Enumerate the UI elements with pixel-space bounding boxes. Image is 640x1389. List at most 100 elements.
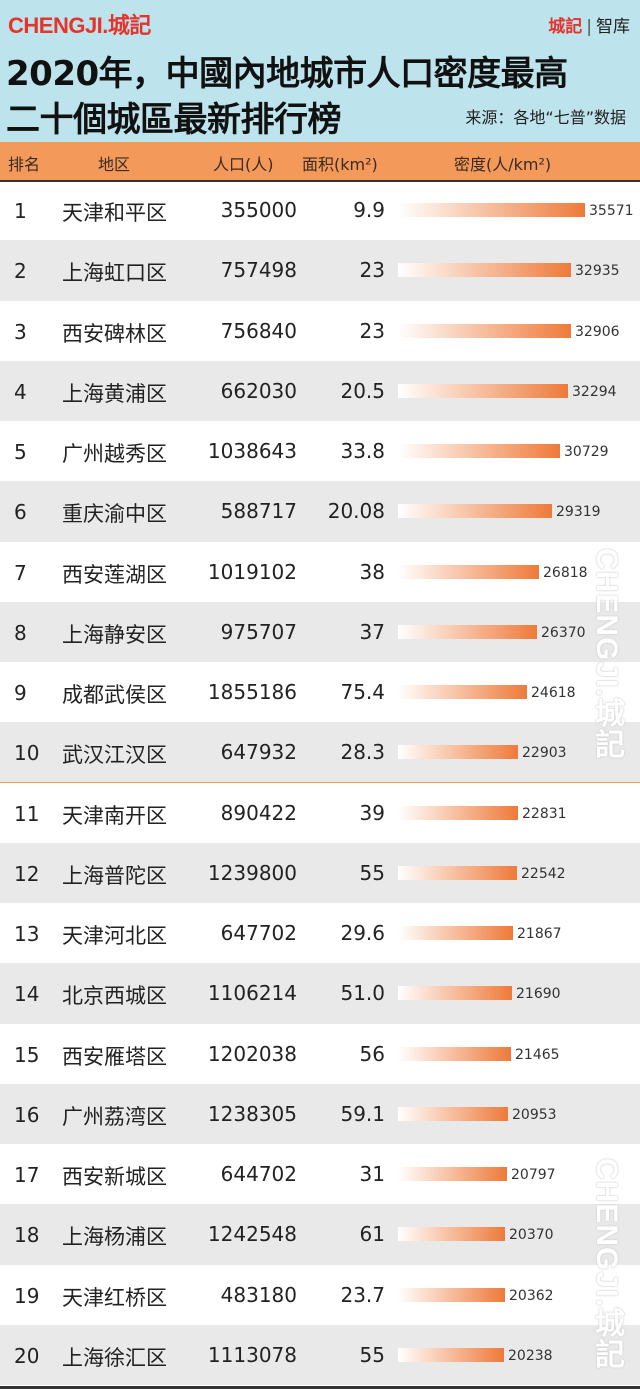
bottom-rule bbox=[0, 1386, 640, 1389]
table-row: 14 北京西城区 1106214 51.0 21690 bbox=[0, 963, 640, 1024]
density-bar bbox=[398, 504, 552, 519]
population-cell: 756840 bbox=[220, 318, 297, 343]
population-cell: 757498 bbox=[220, 258, 297, 283]
region-cell: 西安莲湖区 bbox=[62, 562, 167, 587]
region-cell: 上海黄浦区 bbox=[62, 381, 167, 406]
density-label: 22542 bbox=[521, 865, 566, 882]
rank-cell: 18 bbox=[14, 1223, 40, 1248]
column-header-region: 地区 bbox=[98, 155, 131, 174]
population-cell: 1238305 bbox=[207, 1101, 297, 1126]
rank-cell: 14 bbox=[14, 982, 40, 1007]
rank-cell: 8 bbox=[14, 620, 27, 645]
density-label: 32906 bbox=[575, 323, 620, 340]
rank-cell: 17 bbox=[14, 1163, 40, 1187]
table-row: 7 西安莲湖区 1019102 38 26818 bbox=[0, 542, 640, 602]
region-cell: 西安雁塔区 bbox=[62, 1044, 167, 1069]
rank-cell: 16 bbox=[14, 1102, 40, 1127]
rank-cell: 15 bbox=[14, 1042, 40, 1067]
density-bar bbox=[398, 865, 517, 880]
area-cell: 75.4 bbox=[340, 680, 385, 704]
density-bar bbox=[398, 263, 571, 278]
rank-cell: 9 bbox=[14, 681, 27, 705]
density-bar bbox=[398, 624, 537, 639]
density-label: 20797 bbox=[511, 1167, 556, 1183]
density-bar bbox=[398, 926, 513, 940]
density-bar bbox=[398, 203, 585, 217]
density-label: 20953 bbox=[512, 1106, 557, 1123]
density-label: 26818 bbox=[543, 564, 588, 581]
area-cell: 33.8 bbox=[340, 439, 385, 463]
density-bar bbox=[398, 323, 571, 338]
table-row: 17 西安新城区 644702 31 20797 bbox=[0, 1144, 640, 1204]
region-cell: 上海虹口区 bbox=[62, 261, 167, 286]
region-cell: 重庆渝中区 bbox=[62, 502, 167, 527]
column-header-population: 人口(人) bbox=[213, 155, 274, 174]
data-source: 来源：各地“七普”数据 bbox=[465, 108, 626, 127]
region-cell: 上海普陀区 bbox=[62, 863, 167, 888]
brand-separator: | bbox=[586, 17, 592, 37]
table-row: 20 上海徐汇区 1113078 55 20238 bbox=[0, 1324, 640, 1385]
table-row: 1 天津和平区 355000 9.9 35571 bbox=[0, 180, 640, 240]
area-cell: 29.6 bbox=[340, 921, 385, 945]
density-label: 21867 bbox=[517, 926, 562, 942]
density-label: 26370 bbox=[541, 624, 586, 641]
area-cell: 61 bbox=[359, 1222, 385, 1247]
region-cell: 天津红桥区 bbox=[62, 1285, 167, 1310]
column-header-row: 排名 地区 人口(人) 面积(km²) 密度(人/km²) bbox=[0, 142, 640, 182]
area-cell: 20.5 bbox=[340, 378, 385, 403]
table-row: 4 上海黄浦区 662030 20.5 32294 bbox=[0, 360, 640, 421]
area-cell: 31 bbox=[359, 1162, 385, 1186]
area-cell: 39 bbox=[359, 800, 385, 825]
population-cell: 890422 bbox=[220, 800, 297, 825]
population-cell: 644702 bbox=[220, 1162, 297, 1186]
density-label: 32294 bbox=[572, 383, 617, 400]
area-cell: 28.3 bbox=[340, 740, 385, 765]
density-bar bbox=[398, 383, 568, 398]
chart-title-line2: 二十個城區最新排行榜 bbox=[6, 100, 342, 140]
area-cell: 37 bbox=[359, 619, 385, 644]
density-bar bbox=[398, 986, 512, 1001]
density-bar bbox=[398, 1167, 507, 1181]
area-cell: 23 bbox=[359, 258, 385, 283]
table-row: 16 广州荔湾区 1238305 59.1 20953 bbox=[0, 1083, 640, 1144]
population-cell: 647702 bbox=[220, 921, 297, 945]
rank-cell: 12 bbox=[14, 861, 40, 886]
population-cell: 975707 bbox=[220, 619, 297, 644]
region-cell: 西安碑林区 bbox=[62, 321, 167, 346]
table-row: 15 西安雁塔区 1202038 56 21465 bbox=[0, 1024, 640, 1084]
population-cell: 1113078 bbox=[207, 1342, 297, 1367]
region-cell: 北京西城区 bbox=[62, 984, 167, 1009]
table-row: 5 广州越秀区 1038643 33.8 30729 bbox=[0, 421, 640, 481]
rank-cell: 20 bbox=[14, 1343, 40, 1368]
population-cell: 483180 bbox=[220, 1282, 297, 1307]
watermark: CHENGJI.城記 bbox=[590, 1158, 623, 1370]
density-bar bbox=[398, 745, 518, 760]
area-cell: 9.9 bbox=[353, 198, 385, 222]
table-row: 12 上海普陀区 1239800 55 22542 bbox=[0, 842, 640, 903]
density-label: 35571 bbox=[589, 203, 634, 219]
brand-mark: 城記 | 智库 bbox=[548, 12, 630, 37]
population-cell: 588717 bbox=[220, 499, 297, 524]
brand-main: 城記 bbox=[548, 17, 583, 37]
table-row: 2 上海虹口区 757498 23 32935 bbox=[0, 240, 640, 301]
table-row: 6 重庆渝中区 588717 20.08 29319 bbox=[0, 481, 640, 542]
density-bar bbox=[398, 564, 539, 579]
area-cell: 51.0 bbox=[340, 981, 385, 1006]
chart-title-line1: 2020年，中國內地城市人口密度最高 bbox=[6, 54, 568, 94]
region-cell: 上海静安区 bbox=[62, 622, 167, 647]
table-row: 19 天津红桥区 483180 23.7 20362 bbox=[0, 1265, 640, 1325]
header-banner: CHENGJI.城記 城記 | 智库 2020年，中國內地城市人口密度最高 二十個城… bbox=[0, 0, 640, 142]
density-label: 20370 bbox=[509, 1227, 554, 1244]
area-cell: 56 bbox=[359, 1041, 385, 1066]
density-label: 24618 bbox=[531, 685, 576, 701]
region-cell: 天津南开区 bbox=[62, 803, 167, 828]
region-cell: 西安新城区 bbox=[62, 1165, 167, 1189]
density-bar bbox=[398, 1106, 508, 1121]
rank-cell: 19 bbox=[14, 1283, 40, 1308]
population-cell: 355000 bbox=[220, 198, 297, 222]
density-bar bbox=[398, 1287, 505, 1302]
population-cell: 1202038 bbox=[207, 1041, 297, 1066]
density-label: 20238 bbox=[508, 1347, 553, 1364]
area-cell: 23 bbox=[359, 318, 385, 343]
density-bar bbox=[398, 1347, 504, 1362]
